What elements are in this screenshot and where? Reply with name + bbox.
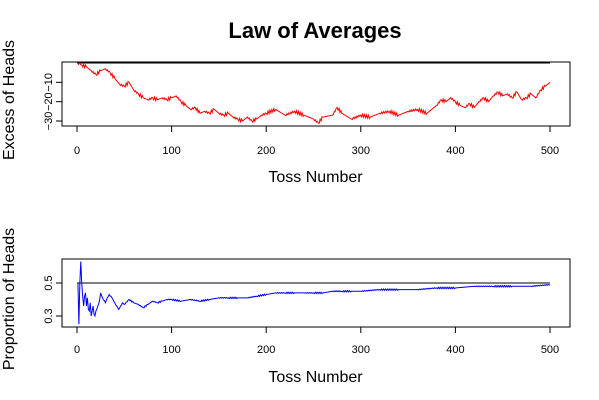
excess-of-heads-y-tick-label-0: −10 — [43, 73, 55, 92]
proportion-of-heads-x-tick-label-0: 0 — [74, 344, 80, 356]
proportion-of-heads-panel: 0 100 200 300 400 500 0.3 0.5 Toss Number Proport… — [1, 228, 571, 386]
proportion-of-heads-x-tick-label-2: 200 — [257, 344, 275, 356]
proportion-of-heads-x-tick-label-1: 100 — [162, 344, 180, 356]
excess-of-heads-x-tick-label-2: 200 — [257, 145, 275, 157]
excess-of-heads-x-tick-label-0: 0 — [74, 145, 80, 157]
excess-of-heads-x-axis: 0 100 200 300 400 500 — [74, 125, 559, 157]
proportion-of-heads-y-axis: 0.3 0.5 — [43, 275, 63, 324]
chart-title: Law of Averages — [228, 18, 401, 43]
excess-of-heads-panel: 0 100 200 300 400 500 −10−20−30 Toss Number Exce… — [1, 40, 571, 186]
excess-of-heads-y-tick-label-1: −20 — [43, 92, 55, 111]
proportion-of-heads-x-tick-label-5: 500 — [541, 344, 559, 356]
proportion-of-heads-x-tick-label-3: 300 — [352, 344, 370, 356]
excess-of-heads-y-tick-label-2: −30 — [43, 112, 55, 131]
proportion-of-heads-y-axis-label: Proportion of Heads — [1, 228, 18, 370]
proportion-of-heads-series-line — [77, 261, 551, 325]
proportion-of-heads-y-tick-label-0: 0.3 — [43, 308, 55, 323]
proportion-of-heads-y-tick-label-1: 0.5 — [43, 275, 55, 290]
proportion-of-heads-x-axis-label: Toss Number — [268, 369, 363, 386]
proportion-of-heads-x-axis: 0 100 200 300 400 500 — [74, 326, 559, 356]
excess-of-heads-x-axis-label: Toss Number — [268, 169, 363, 186]
proportion-of-heads-x-tick-label-4: 400 — [446, 344, 464, 356]
excess-of-heads-y-axis: −10−20−30 — [43, 73, 63, 131]
excess-of-heads-x-tick-label-1: 100 — [162, 145, 180, 157]
excess-of-heads-x-tick-label-3: 300 — [352, 145, 370, 157]
excess-of-heads-x-tick-label-5: 500 — [541, 145, 559, 157]
excess-of-heads-x-tick-label-4: 400 — [446, 145, 464, 157]
excess-of-heads-series-line — [77, 62, 551, 125]
excess-of-heads-y-axis-label: Excess of Heads — [1, 40, 18, 160]
